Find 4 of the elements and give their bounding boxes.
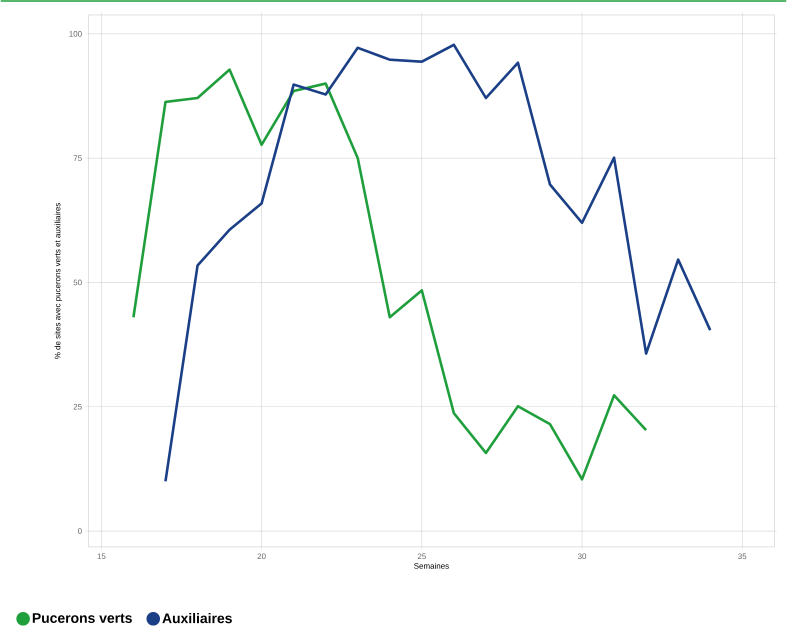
- legend-label: Auxiliaires: [162, 613, 232, 624]
- line-series: [164, 44, 712, 483]
- line-series: [132, 68, 648, 481]
- legend-label: Pucerons verts: [32, 613, 132, 624]
